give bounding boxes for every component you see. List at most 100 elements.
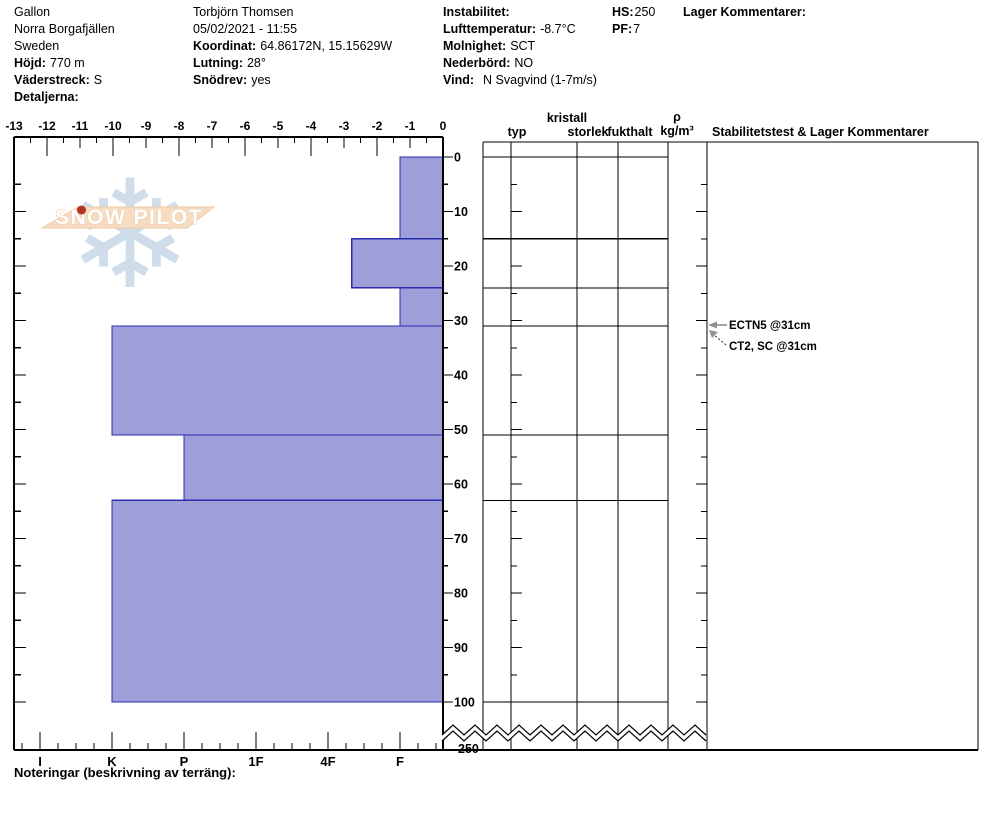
coordinates: Koordinat: 64.86172N, 15.15629W [193,38,392,55]
depth-label: 0 [454,151,461,165]
depth-label: 60 [454,478,468,492]
precip-label: Nederbörd: [443,56,511,70]
up-left-arrowhead-icon [709,329,718,338]
depth-break-label: 250 [458,742,479,756]
hardness-tick-label: K [107,754,117,769]
elevation-label: Höjd: [14,56,46,70]
temp-tick-label: -9 [141,119,152,133]
slope-value: 28° [246,56,266,70]
drift-value: yes [251,73,271,87]
airtemp-value: -8.7°C [540,22,576,36]
pit-depth: PF:7 [612,21,655,38]
slope-label: Lutning: [193,56,243,70]
site-region: Norra Borgafjällen [14,22,115,36]
annotation-ct2: CT2, SC @31cm [729,341,817,353]
depth-label: 90 [454,641,468,655]
depth-label: 40 [454,369,468,383]
column-header-density-rho: ρ [673,110,681,124]
temp-tick-label: -7 [207,119,218,133]
header-layer-comments-column: Lager Kommentarer: [683,4,806,21]
snow-layer-bar [399,156,444,240]
header-observer-column: Torbjörn Thomsen 05/02/2021 - 11:55 Koor… [193,4,392,89]
temp-tick-label: -11 [72,119,89,133]
coord-value: 64.86172N, 15.15629W [260,39,393,53]
notes-label: Noteringar (beskrivning av terräng): [14,765,236,780]
depth-label: 10 [454,205,468,219]
hardness-tick-label: I [38,754,42,769]
air-temperature: Lufttemperatur: -8.7°C [443,21,597,38]
snow-layer-bar [111,499,444,703]
depth-label: 80 [454,587,468,601]
layer-comments-heading: Lager Kommentarer: [683,5,806,19]
sky-value: SCT [510,39,536,53]
snowflake-icon: ❄ [67,151,193,319]
details-label: Detaljerna: [14,90,79,104]
depth-break-zigzag [441,724,707,736]
hardness-tick-label: F [396,754,404,769]
coord-label: Koordinat: [193,39,257,53]
temp-tick-label: -13 [5,119,23,133]
aspect-value: S [93,73,103,87]
column-header-fukthalt: fukthalt [607,125,653,139]
site-details: Detaljerna: [14,89,115,106]
temp-tick-label: -6 [240,119,251,133]
column-header-storlek: storlek [568,125,609,139]
temp-tick-label: -2 [372,119,383,133]
temp-tick-label: -12 [38,119,56,133]
site-elevation: Höjd: 770 m [14,55,115,72]
snow-layer-bar [399,287,444,327]
column-header-density-unit: kg/m³ [660,124,693,138]
snow-layer-bar [183,434,444,502]
site-aspect: Väderstreck: S [14,72,115,89]
snow-layer-bar [351,238,444,289]
wind-value: N Svagvind (1-7m/s) [483,73,597,87]
header-weather-column: Instabilitet: Lufttemperatur: -8.7°C Moln… [443,4,597,89]
pf-value: 7 [633,22,641,36]
temp-tick-label: -1 [405,119,416,133]
left-arrowhead-icon [708,321,717,329]
hardness-tick-label: P [180,754,189,769]
snow-drift: Snödrev: yes [193,72,392,89]
instability-label: Instabilitet: [443,5,510,19]
elevation-value: 770 m [49,56,85,70]
temp-tick-label: -4 [306,119,317,133]
temp-tick-label: -8 [174,119,185,133]
hs-value: 250 [634,5,656,19]
annotation-arrow-line [713,334,727,346]
aspect-label: Väderstreck: [14,73,90,87]
precipitation: Nederbörd: NO [443,55,597,72]
hs-label: HS: [612,5,634,19]
header-totals-column: HS:250 PF:7 [612,4,655,38]
slope-angle: Lutning: 28° [193,55,392,72]
depth-label: 20 [454,260,468,274]
temp-tick-label: -5 [273,119,284,133]
depth-label: 100 [454,696,475,710]
logo-text: SNOW PILOT [55,206,203,229]
pf-label: PF: [612,22,633,36]
airtemp-label: Lufttemperatur: [443,22,537,36]
column-header-kristall: kristall [547,111,587,125]
annotation-ectn5: ECTN5 @31cm [729,320,811,332]
observation-datetime: 05/02/2021 - 11:55 [193,22,298,36]
hardness-tick-label: 1F [248,754,263,769]
depth-label: 30 [454,314,468,328]
precip-value: NO [514,56,534,70]
hardness-tick-label: 4F [320,754,335,769]
header-site-column: Gallon Norra Borgafjällen Sweden Höjd: 77… [14,4,115,106]
temp-tick-label: -10 [104,119,122,133]
depth-break-mask [442,725,706,741]
wind-label: Vind: [443,73,475,87]
depth-label: 50 [454,423,468,437]
site-name: Gallon [14,5,51,19]
logo-red-dot [77,205,86,215]
observer-name: Torbjörn Thomsen [193,5,294,19]
snow-layer-bar [111,325,444,436]
depth-label: 70 [454,532,468,546]
temp-tick-label: -3 [339,119,350,133]
column-header-comments: Stabilitetstest & Lager Kommentarer [712,125,929,139]
sky-cover: Molnighet: SCT [443,38,597,55]
wind: Vind: N Svagvind (1-7m/s) [443,72,597,89]
drift-label: Snödrev: [193,73,248,87]
